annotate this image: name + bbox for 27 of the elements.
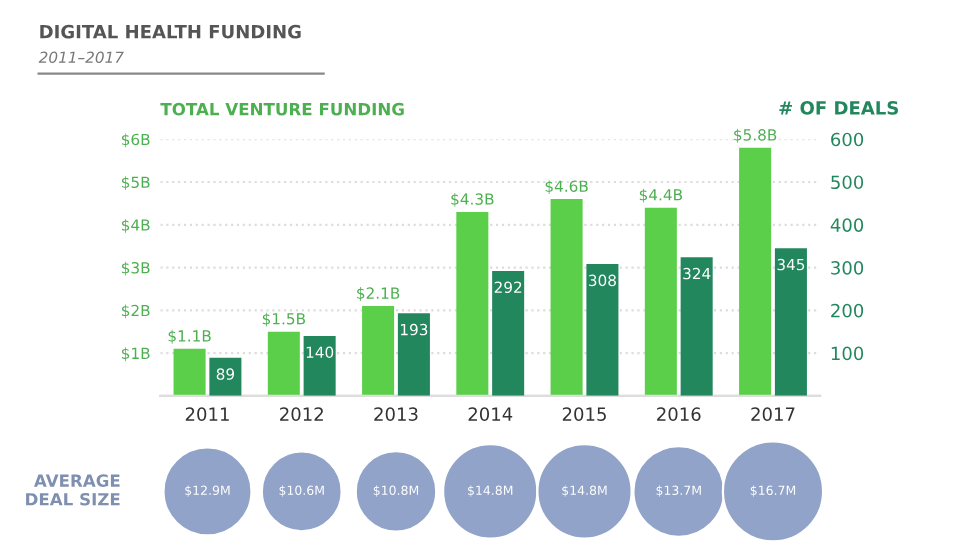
bar bbox=[586, 264, 619, 396]
bar bbox=[680, 257, 713, 396]
y2-tick-label: 100 bbox=[831, 346, 864, 361]
y2-axis-title: # OF DEALS bbox=[779, 101, 898, 115]
bar bbox=[456, 211, 489, 396]
y2-tick-label: 600 bbox=[831, 132, 864, 147]
x-tick-label: 2013 bbox=[374, 407, 418, 421]
y2-tick-label: 400 bbox=[830, 218, 864, 232]
y2-tick-label: 200 bbox=[831, 303, 864, 318]
bar bbox=[303, 335, 336, 396]
bar bbox=[492, 270, 525, 396]
chart-title: DIGITAL HEALTH FUNDING bbox=[40, 24, 301, 39]
bar bbox=[550, 199, 583, 396]
y-axis-title: TOTAL VENTURE FUNDING bbox=[160, 102, 404, 116]
bar bbox=[644, 207, 677, 396]
text: AVERAGE DEAL SIZE bbox=[26, 474, 120, 506]
y2-tick-label: 300 bbox=[831, 261, 864, 275]
bar bbox=[267, 331, 300, 396]
x-tick-label: 2011 bbox=[185, 407, 229, 421]
y2-tick-label: 500 bbox=[831, 175, 864, 190]
x-tick-label: 2015 bbox=[562, 407, 606, 421]
x-tick-label: 2014 bbox=[468, 407, 513, 421]
bar bbox=[209, 357, 242, 396]
x-tick-label: 2016 bbox=[657, 407, 701, 421]
x-tick-label: 2012 bbox=[280, 407, 323, 421]
bar bbox=[173, 348, 206, 396]
x-tick-label: 2017 bbox=[751, 407, 795, 421]
